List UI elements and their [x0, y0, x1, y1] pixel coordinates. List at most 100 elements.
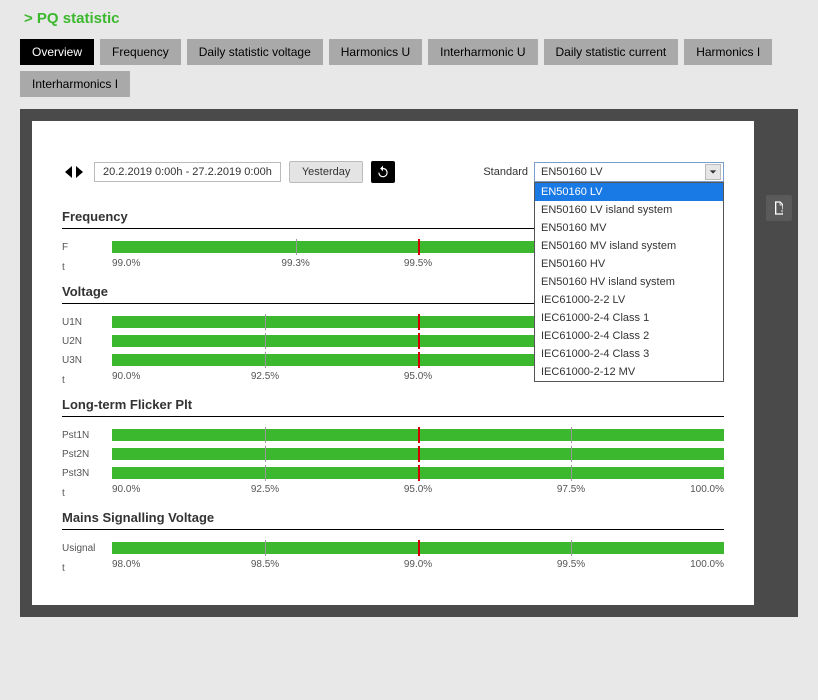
nav-arrows: [62, 165, 86, 179]
limit-marker: [418, 427, 420, 443]
content-frame: 20.2.2019 0:00h - 27.2.2019 0:00h Yester…: [20, 109, 798, 617]
page-title: > PQ statistic: [0, 0, 818, 39]
standard-option[interactable]: EN50160 HV: [535, 255, 723, 273]
gridline: [265, 446, 266, 462]
section-long-term-flicker-plt: Long-term Flicker PltPst1NPst2NPst3Nt90.…: [62, 397, 724, 502]
chart-row: Usignal: [62, 540, 724, 556]
overview-panel: 20.2.2019 0:00h - 27.2.2019 0:00h Yester…: [32, 121, 754, 605]
divider: [62, 529, 724, 530]
date-range-input[interactable]: 20.2.2019 0:00h - 27.2.2019 0:00h: [94, 162, 281, 182]
section-mains-signalling-voltage: Mains Signalling VoltageUsignalt98.0%98.…: [62, 510, 724, 577]
chart-row: Pst1N: [62, 427, 724, 443]
tick-label: 98.0%: [112, 559, 140, 570]
tick-label: 98.5%: [251, 559, 279, 570]
row-label: Pst2N: [62, 449, 112, 460]
tab-daily-statistic-voltage[interactable]: Daily statistic voltage: [187, 39, 323, 65]
gridline: [265, 352, 266, 368]
row-label: Pst1N: [62, 430, 112, 441]
section-title: Mains Signalling Voltage: [62, 510, 724, 525]
standard-label: Standard: [483, 166, 528, 178]
row-label: U1N: [62, 317, 112, 328]
export-button[interactable]: [766, 195, 792, 221]
gridline: [265, 314, 266, 330]
standard-option[interactable]: EN50160 LV island system: [535, 201, 723, 219]
standard-area: Standard EN50160 LV EN50160 LVEN50160 LV…: [483, 162, 724, 182]
chart-row: Pst2N: [62, 446, 724, 462]
refresh-icon: [376, 165, 390, 179]
row-label: U2N: [62, 336, 112, 347]
limit-marker: [418, 540, 420, 556]
tick-label: 95.0%: [404, 371, 432, 382]
row-label: Usignal: [62, 543, 112, 554]
tab-daily-statistic-current[interactable]: Daily statistic current: [544, 39, 679, 65]
tick-label: 99.0%: [404, 559, 432, 570]
standard-option[interactable]: EN50160 MV island system: [535, 237, 723, 255]
tick-label: 99.3%: [281, 258, 309, 269]
gridline: [571, 446, 572, 462]
next-button[interactable]: [74, 165, 86, 179]
standard-option[interactable]: IEC61000-2-4 Class 1: [535, 309, 723, 327]
tab-interharmonic-u[interactable]: Interharmonic U: [428, 39, 537, 65]
section-title: Long-term Flicker Plt: [62, 397, 724, 412]
standard-option[interactable]: EN50160 MV: [535, 219, 723, 237]
tab-overview[interactable]: Overview: [20, 39, 94, 65]
axis: t98.0% 98.5% 99.0% 99.5% 100.0%: [62, 559, 724, 577]
axis-track: 90.0%92.5%95.0%97.5%100.0%: [112, 484, 724, 502]
standard-option[interactable]: IEC61000-2-12 MV: [535, 363, 723, 381]
standard-selected-value: EN50160 LV: [541, 166, 603, 178]
prev-button[interactable]: [62, 165, 74, 179]
axis-track: 98.0% 98.5% 99.0% 99.5% 100.0%: [112, 559, 724, 577]
standard-option[interactable]: IEC61000-2-4 Class 2: [535, 327, 723, 345]
tick-label: 100.0%: [690, 559, 724, 570]
tab-harmonics-u[interactable]: Harmonics U: [329, 39, 422, 65]
axis-label: t: [62, 375, 112, 386]
arrow-left-icon: [62, 165, 74, 179]
axis-label: t: [62, 488, 112, 499]
gridline: [571, 465, 572, 481]
gridline: [571, 540, 572, 556]
tick-label: 99.5%: [557, 559, 585, 570]
limit-marker: [418, 446, 420, 462]
limit-marker: [418, 239, 420, 255]
chart: Pst1NPst2NPst3Nt90.0%92.5%95.0%97.5%100.…: [62, 427, 724, 502]
refresh-button[interactable]: [371, 161, 395, 183]
limit-marker: [418, 333, 420, 349]
file-icon: [771, 200, 787, 216]
row-label: F: [62, 242, 112, 253]
gridline: [571, 427, 572, 443]
standard-select[interactable]: EN50160 LV: [534, 162, 724, 182]
tick-label: 99.5%: [404, 258, 432, 269]
bar-track: [112, 542, 724, 554]
gridline: [296, 239, 297, 255]
tab-harmonics-i[interactable]: Harmonics I: [684, 39, 772, 65]
tick-label: 99.0%: [112, 258, 140, 269]
chart: Usignal t98.0% 98.5% 99.0% 99.5% 100.0%: [62, 540, 724, 577]
yesterday-button[interactable]: Yesterday: [289, 161, 364, 183]
tick-label: 97.5%: [557, 484, 585, 495]
axis-label: t: [62, 262, 112, 273]
limit-marker: [418, 314, 420, 330]
tab-interharmonics-i[interactable]: Interharmonics I: [20, 71, 130, 97]
tick-label: 92.5%: [251, 484, 279, 495]
tick-label: 90.0%: [112, 484, 140, 495]
arrow-right-icon: [74, 165, 86, 179]
standard-dropdown: EN50160 LVEN50160 LV island systemEN5016…: [534, 182, 724, 382]
gridline: [265, 427, 266, 443]
gridline: [265, 333, 266, 349]
tick-label: 92.5%: [251, 371, 279, 382]
tabs: OverviewFrequencyDaily statistic voltage…: [0, 39, 818, 103]
gridline: [265, 465, 266, 481]
controls-row: 20.2.2019 0:00h - 27.2.2019 0:00h Yester…: [62, 161, 724, 183]
chevron-down-icon: [705, 164, 721, 180]
standard-option[interactable]: IEC61000-2-4 Class 3: [535, 345, 723, 363]
standard-option[interactable]: EN50160 LV: [535, 183, 723, 201]
axis-label: t: [62, 563, 112, 574]
limit-marker: [418, 465, 420, 481]
bar-track: [112, 448, 724, 460]
tick-label: 90.0%: [112, 371, 140, 382]
tab-frequency[interactable]: Frequency: [100, 39, 181, 65]
bar-track: [112, 429, 724, 441]
limit-marker: [418, 352, 420, 368]
standard-option[interactable]: IEC61000-2-2 LV: [535, 291, 723, 309]
standard-option[interactable]: EN50160 HV island system: [535, 273, 723, 291]
